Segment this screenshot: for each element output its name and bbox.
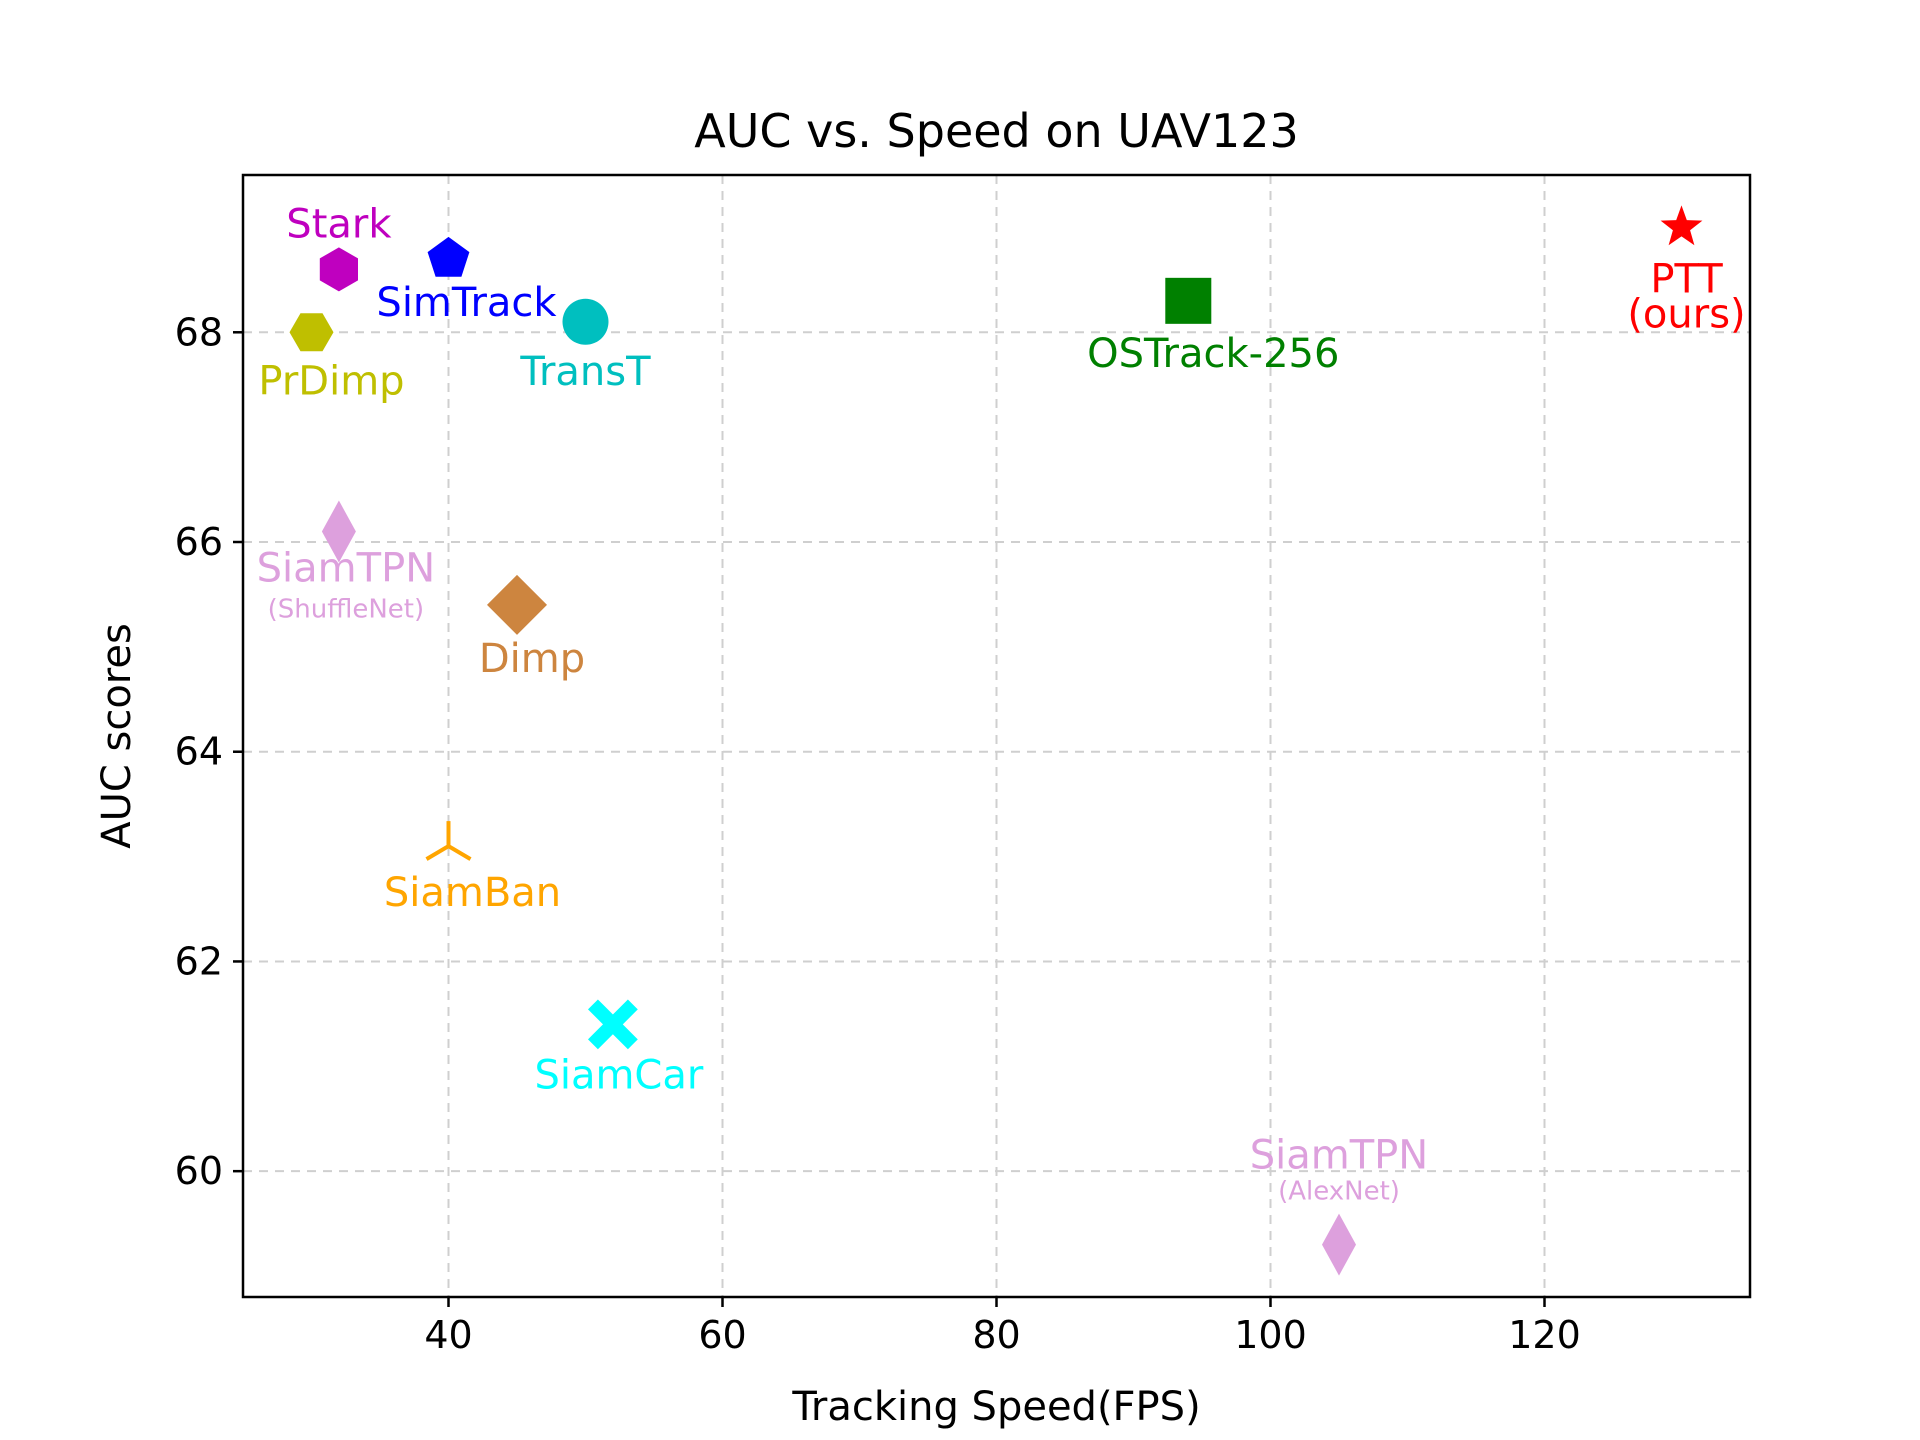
x-tick-label: 80 <box>972 1313 1020 1357</box>
point-simtrack-marker <box>427 236 470 277</box>
chart-title: AUC vs. Speed on UAV123 <box>694 104 1299 158</box>
point-ptt-ours-sublabel: (ours) <box>1627 291 1745 337</box>
y-axis-label: AUC scores <box>94 623 140 849</box>
y-tick-label: 68 <box>175 310 223 354</box>
grid <box>243 175 1750 1297</box>
y-tick-label: 60 <box>175 1149 223 1193</box>
axis-ticks: 40 60 80 100 120 60 62 64 66 68 <box>175 310 1581 1357</box>
x-tick-label: 100 <box>1234 1313 1307 1357</box>
point-siamban-marker <box>425 821 472 861</box>
point-ptt-ours-marker <box>1660 205 1703 246</box>
x-tick-label: 40 <box>424 1313 472 1357</box>
point-prdimp-marker <box>289 313 334 352</box>
point-siamtpn-shufflenet-sublabel: (ShuffleNet) <box>268 595 425 625</box>
point-ostrack-256-label: OSTrack-256 <box>1087 331 1339 377</box>
point-ptt-ours-label: PTT <box>1650 256 1723 302</box>
y-tick-label: 62 <box>175 939 223 983</box>
point-prdimp-label: PrDimp <box>258 358 404 404</box>
x-tick-label: 60 <box>698 1313 746 1357</box>
x-tick-label: 120 <box>1508 1313 1581 1357</box>
y-tick-label: 66 <box>175 520 223 564</box>
point-siamban-label: SiamBan <box>384 870 561 916</box>
point-siamtpn-shufflenet-label: SiamTPN <box>257 546 435 592</box>
tri-stroke <box>447 844 472 861</box>
y-tick-label: 64 <box>175 730 223 774</box>
point-stark-label: Stark <box>286 201 392 247</box>
point-ostrack-256-marker <box>1165 277 1212 324</box>
point-transt-marker <box>562 298 609 345</box>
point-siamcar-label: SiamCar <box>534 1052 703 1098</box>
tri-stroke <box>425 844 450 861</box>
point-siamcar-marker <box>588 999 638 1050</box>
x-axis-label: Tracking Speed(FPS) <box>791 1384 1200 1430</box>
point-siamtpn-alexnet-label: SiamTPN <box>1250 1133 1428 1179</box>
point-dimp-label: Dimp <box>479 636 585 682</box>
point-simtrack-label: SimTrack <box>376 280 557 326</box>
point-siamtpn-alexnet-sublabel: (AlexNet) <box>1278 1177 1400 1207</box>
x-stroke <box>588 999 638 1050</box>
point-transt-label: TransT <box>519 349 651 395</box>
point-dimp-marker <box>487 574 547 635</box>
point-stark-marker <box>319 247 358 292</box>
point-siamtpn-alexnet-marker <box>1322 1213 1356 1276</box>
point-siamtpn-shufflenet-marker <box>321 500 356 563</box>
